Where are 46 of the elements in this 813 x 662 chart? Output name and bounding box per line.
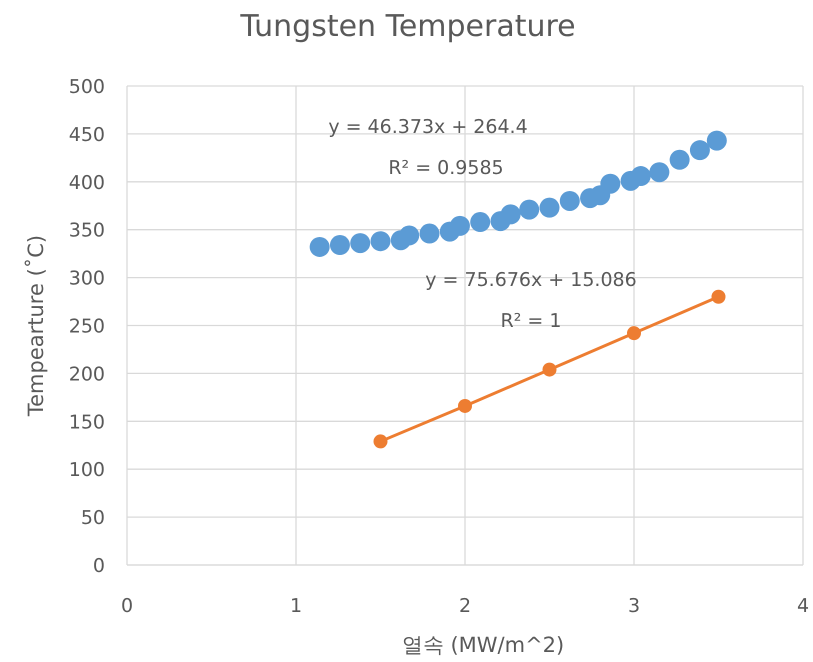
point: [600, 174, 620, 194]
x-tick-label: 2: [458, 595, 472, 617]
x-axis-title: 열속 (MW/m^2): [402, 633, 564, 657]
point: [500, 204, 521, 224]
point: [370, 231, 390, 252]
point: [310, 236, 330, 257]
point: [330, 235, 350, 256]
x-tick-label: 0: [120, 595, 134, 617]
annotation: y = 75.676x + 15.086: [425, 269, 637, 291]
y-tick-label: 50: [80, 507, 105, 530]
point: [519, 200, 540, 220]
point: [630, 166, 651, 186]
y-tick-label: 400: [68, 172, 105, 194]
point: [374, 434, 388, 448]
x-tick-label: 1: [290, 595, 302, 617]
x-tick-label: 4: [796, 595, 810, 617]
y-tick-label: 300: [68, 268, 105, 290]
annotation: y = 46.373x + 264.4: [328, 116, 528, 138]
point: [542, 362, 556, 377]
y-tick-label: 350: [68, 220, 105, 242]
annotation: R² = 1: [500, 310, 562, 332]
y-tick-label: 450: [68, 124, 105, 146]
chart-title: Tungsten Temperature: [239, 9, 576, 44]
point: [649, 162, 670, 182]
point: [458, 398, 472, 413]
y-axis-title: Tempearture (˚C): [24, 234, 48, 418]
point: [399, 225, 420, 246]
point: [712, 290, 726, 304]
point: [560, 190, 580, 211]
x-tick-label: 3: [628, 595, 640, 617]
point: [670, 150, 690, 170]
point: [690, 140, 710, 160]
point: [450, 216, 470, 236]
point: [350, 233, 370, 254]
y-tick-label: 100: [68, 459, 105, 482]
y-tick-label: 250: [68, 316, 105, 338]
point: [470, 212, 490, 232]
y-tick-label: 150: [68, 411, 105, 434]
y-tick-label: 0: [92, 555, 105, 577]
point: [627, 326, 641, 340]
y-tick-label: 500: [68, 76, 105, 98]
point: [540, 198, 560, 218]
annotation: R² = 0.9585: [388, 157, 504, 179]
y-tick-label: 200: [68, 363, 105, 386]
point: [706, 130, 727, 151]
point: [420, 224, 440, 244]
